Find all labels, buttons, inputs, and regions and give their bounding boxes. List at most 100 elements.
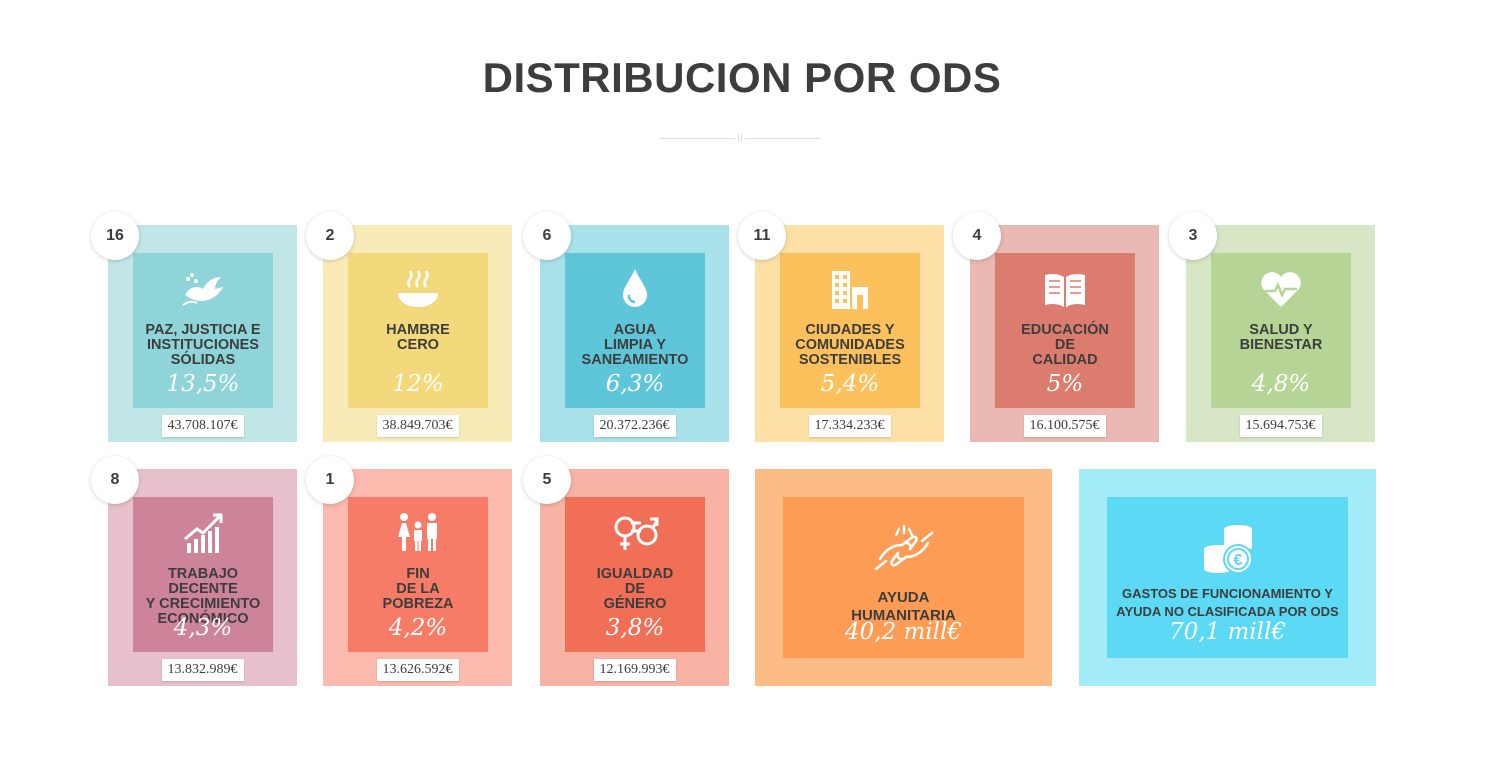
sdg-card-tile: HAMBRE CERO 12% (348, 253, 488, 408)
sdg-number-badge: 1 (306, 456, 354, 504)
sdg-label-line: PAZ, JUSTICIA E (145, 322, 261, 338)
sdg-label-line: CIUDADES Y (805, 322, 895, 338)
sdg-amount-value: 17.334.233€ (808, 415, 891, 437)
sdg-card-tile: FIN DE LA POBREZA 4,2% (348, 497, 488, 652)
sdg-amount: 15.694.753€ (1186, 415, 1375, 437)
sdg-card-tile: SALUD Y BIENESTAR 4,8% (1211, 253, 1351, 408)
sdg-card[interactable]: FIN DE LA POBREZA 4,2% 13.626.592€ (323, 469, 512, 686)
summary-label-line: AYUDA NO CLASIFICADA POR ODS (1116, 604, 1339, 619)
sdg-card[interactable]: PAZ, JUSTICIA E INSTITUCIONES SÓLIDAS 13,5%… (108, 225, 297, 442)
sdg-card-tile: PAZ, JUSTICIA E INSTITUCIONES SÓLIDAS 13,5% (133, 253, 273, 408)
summary-card-tile: € GASTOS DE FUNCIONAMIENTO Y AYUDA NO CLAS… (1107, 497, 1348, 658)
sdg-amount-value: 12.169.993€ (593, 659, 676, 681)
summary-value: 70,1 mill€ (1168, 619, 1287, 645)
summary-label: AYUDA HUMANITARIA (783, 589, 1024, 625)
summary-label: GASTOS DE FUNCIONAMIENTO Y AYUDA NO CLASI… (1107, 585, 1348, 621)
sdg-card[interactable]: CIUDADES Y COMUNIDADES SOSTENIBLES 5,4% 17.3… (755, 225, 944, 442)
dove-icon (133, 265, 273, 317)
sdg-amount-value: 15.694.753€ (1239, 415, 1322, 437)
heart-pulse-icon (1211, 265, 1351, 317)
sdg-number-badge: 4 (953, 212, 1001, 260)
sdg-amount: 12.169.993€ (540, 659, 729, 681)
sdg-amount-value: 20.372.236€ (593, 415, 676, 437)
sdg-number-badge: 6 (523, 212, 571, 260)
sdg-amount: 17.334.233€ (755, 415, 944, 437)
sdg-percent: 6,3% (605, 371, 665, 397)
sdg-amount: 13.832.989€ (108, 659, 297, 681)
sdg-label: AGUA LIMPIA Y SANEAMIENTO (565, 323, 705, 368)
sdg-label-line: CALIDAD (1032, 352, 1098, 368)
sdg-card[interactable]: SALUD Y BIENESTAR 4,8% 15.694.753€ (1186, 225, 1375, 442)
summary-label-line: GASTOS DE FUNCIONAMIENTO Y (1122, 586, 1333, 601)
sdg-label-line: DE LA (396, 581, 440, 597)
family-icon (348, 509, 488, 561)
sdg-label-line: FIN (406, 566, 430, 582)
sdg-label: PAZ, JUSTICIA E INSTITUCIONES SÓLIDAS (133, 323, 273, 368)
summary-card-tile: AYUDA HUMANITARIA 40,2 mill€ (783, 497, 1024, 658)
sdg-label-line: BIENESTAR (1239, 337, 1323, 353)
sdg-label-line: INSTITUCIONES (147, 337, 259, 353)
sdg-amount-value: 13.626.592€ (376, 659, 459, 681)
sdg-amount-value: 16.100.575€ (1023, 415, 1106, 437)
sdg-label-line: GÉNERO (603, 596, 667, 612)
sdg-card-tile: IGUALDAD DE GÉNERO 3,8% (565, 497, 705, 652)
sdg-label-line: LIMPIA Y (603, 337, 667, 353)
sdg-card[interactable]: HAMBRE CERO 12% 38.849.703€ (323, 225, 512, 442)
sdg-amount: 43.708.107€ (108, 415, 297, 437)
sdg-label: FIN DE LA POBREZA (348, 567, 488, 612)
sdg-number-badge: 11 (738, 212, 786, 260)
sdg-label: HAMBRE CERO (348, 323, 488, 353)
sdg-card-tile: CIUDADES Y COMUNIDADES SOSTENIBLES 5,4% (780, 253, 920, 408)
summary-value: 40,2 mill€ (844, 619, 963, 645)
sdg-percent: 5,4% (820, 371, 880, 397)
book-icon (995, 265, 1135, 317)
sdg-card[interactable]: AGUA LIMPIA Y SANEAMIENTO 6,3% 20.372.236€ (540, 225, 729, 442)
sdg-percent: 13,5% (166, 371, 240, 397)
sdg-label-line: SALUD Y (1249, 322, 1313, 338)
sdg-label-line: SANEAMIENTO (581, 352, 689, 368)
sdg-label: CIUDADES Y COMUNIDADES SOSTENIBLES (780, 323, 920, 368)
sdg-percent: 12% (392, 371, 444, 397)
sdg-amount-value: 38.849.703€ (376, 415, 459, 437)
sdg-number-badge: 16 (91, 212, 139, 260)
sdg-label: TRABAJO DECENTE Y CRECIMIENTO ECONÓMICO (133, 567, 273, 627)
buildings-icon (780, 265, 920, 317)
sdg-card-tile: EDUCACIÓN DE CALIDAD 5% (995, 253, 1135, 408)
sdg-card[interactable]: TRABAJO DECENTE Y CRECIMIENTO ECONÓMICO 4,3… (108, 469, 297, 686)
sdg-label-line: EDUCACIÓN (1021, 322, 1109, 338)
sdg-number-badge: 2 (306, 212, 354, 260)
sdg-amount: 20.372.236€ (540, 415, 729, 437)
sdg-percent: 4,2% (388, 615, 448, 641)
water-drop-icon (565, 265, 705, 317)
summary-card[interactable]: € GASTOS DE FUNCIONAMIENTO Y AYUDA NO CLAS… (1079, 469, 1376, 686)
sdg-amount: 16.100.575€ (970, 415, 1159, 437)
sdg-label: SALUD Y BIENESTAR (1211, 323, 1351, 353)
summary-label-line: AYUDA (877, 589, 930, 606)
sdg-amount-value: 13.832.989€ (161, 659, 244, 681)
title-divider (660, 133, 820, 143)
gender-equality-icon (565, 509, 705, 561)
sdg-label-line: IGUALDAD (596, 566, 674, 582)
sdg-label-line: TRABAJO DECENTE (167, 566, 239, 597)
sdg-label-line: DE (624, 581, 646, 597)
sdg-number-badge: 5 (523, 456, 571, 504)
sdg-percent: 3,8% (605, 615, 665, 641)
sdg-card[interactable]: EDUCACIÓN DE CALIDAD 5% 16.100.575€ (970, 225, 1159, 442)
sdg-label-line: ECONÓMICO (157, 611, 249, 627)
sdg-card-tile: TRABAJO DECENTE Y CRECIMIENTO ECONÓMICO 4,3… (133, 497, 273, 652)
summary-card[interactable]: AYUDA HUMANITARIA 40,2 mill€ (755, 469, 1052, 686)
growth-chart-icon (133, 509, 273, 561)
sdg-label-line: POBREZA (382, 596, 454, 612)
sdg-percent: 4,3% (173, 615, 233, 641)
sdg-percent: 4,8% (1251, 371, 1311, 397)
sdg-number-badge: 8 (91, 456, 139, 504)
sdg-amount: 13.626.592€ (323, 659, 512, 681)
sdg-number-badge: 3 (1169, 212, 1217, 260)
sdg-card[interactable]: IGUALDAD DE GÉNERO 3,8% 12.169.993€ (540, 469, 729, 686)
page-title: DISTRIBUCION POR ODS (482, 54, 1002, 101)
svg-text:€: € (1233, 552, 1242, 569)
sdg-label-line: Y CRECIMIENTO (145, 596, 261, 612)
sdg-amount-value: 43.708.107€ (161, 415, 244, 437)
sdg-label-line: AGUA (613, 322, 657, 338)
summary-label-line: HUMANITARIA (851, 607, 956, 624)
